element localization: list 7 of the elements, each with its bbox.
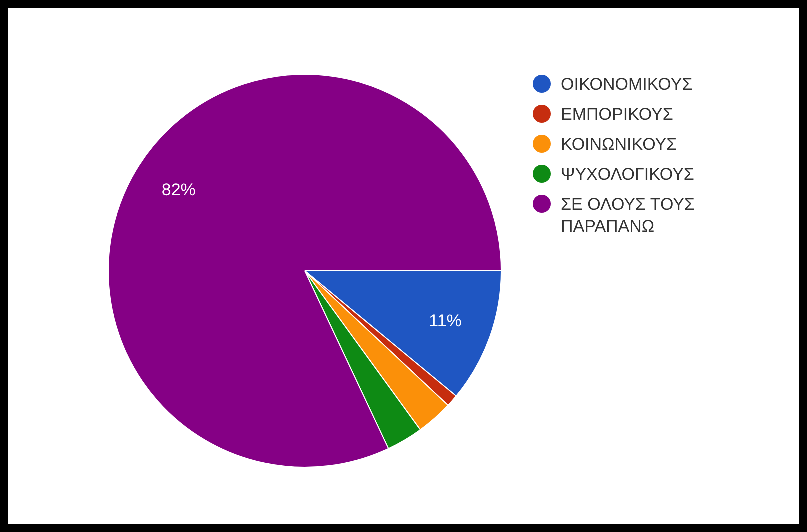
legend-label: ΨΥΧΟΛΟΓΙΚΟΥΣ — [561, 164, 696, 186]
data-label: 11% — [429, 311, 462, 330]
legend-label: ΟΙΚΟΝΟΜΙΚΟΥΣ — [561, 74, 694, 96]
legend-label: ΚΟΙΝΩΝΙΚΟΥΣ — [561, 134, 678, 156]
legend-label: ΕΜΠΟΡΙΚΟΥΣ — [561, 104, 674, 126]
legend-label: ΣΕ ΟΛΟΥΣ ΤΟΥΣ ΠΑΡΑΠΑΝΩ — [561, 194, 696, 238]
data-label: 82% — [162, 180, 196, 200]
